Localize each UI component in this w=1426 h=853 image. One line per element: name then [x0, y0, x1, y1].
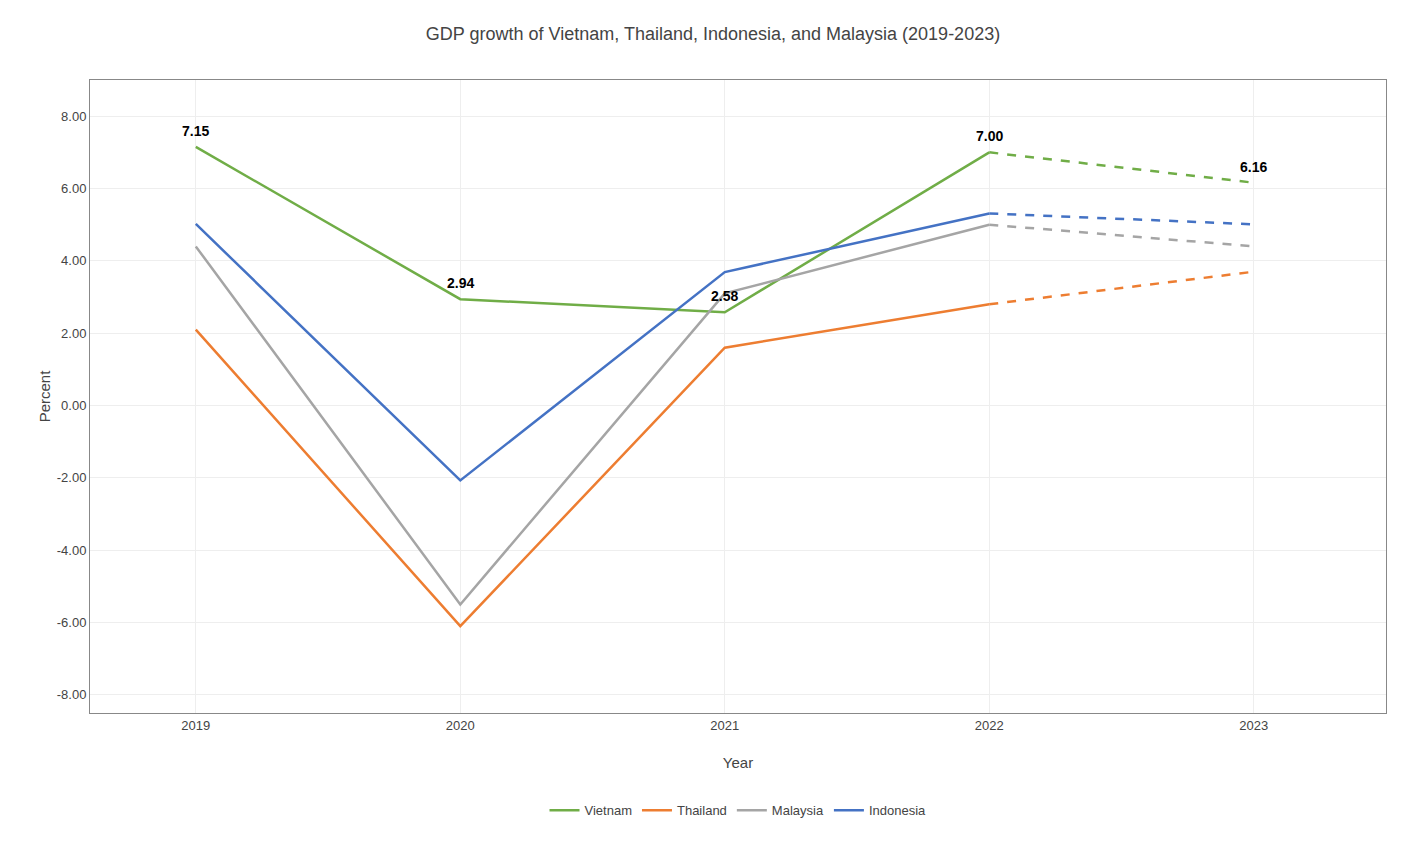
svg-text:Indonesia: Indonesia	[869, 803, 926, 818]
svg-text:GDP growth of Vietnam, Thailan: GDP growth of Vietnam, Thailand, Indones…	[426, 24, 1000, 44]
svg-text:2022: 2022	[975, 718, 1004, 733]
svg-text:0.00: 0.00	[61, 398, 86, 413]
svg-text:6.16: 6.16	[1240, 159, 1267, 175]
svg-text:Year: Year	[723, 754, 753, 771]
svg-text:Percent: Percent	[36, 370, 53, 423]
svg-text:2021: 2021	[710, 718, 739, 733]
svg-text:2020: 2020	[446, 718, 475, 733]
svg-text:Vietnam: Vietnam	[585, 803, 632, 818]
svg-text:2.94: 2.94	[447, 275, 474, 291]
svg-text:2.58: 2.58	[711, 288, 738, 304]
svg-text:Malaysia: Malaysia	[772, 803, 824, 818]
svg-text:4.00: 4.00	[61, 253, 86, 268]
svg-text:-8.00: -8.00	[57, 687, 87, 702]
svg-text:-6.00: -6.00	[57, 615, 87, 630]
svg-text:-2.00: -2.00	[57, 470, 87, 485]
svg-text:7.00: 7.00	[976, 128, 1003, 144]
svg-text:2019: 2019	[181, 718, 210, 733]
svg-text:2.00: 2.00	[61, 326, 86, 341]
svg-text:6.00: 6.00	[61, 181, 86, 196]
svg-text:Thailand: Thailand	[677, 803, 727, 818]
svg-text:2023: 2023	[1239, 718, 1268, 733]
svg-text:8.00: 8.00	[61, 109, 86, 124]
svg-text:7.15: 7.15	[182, 123, 209, 139]
svg-text:-4.00: -4.00	[57, 543, 87, 558]
